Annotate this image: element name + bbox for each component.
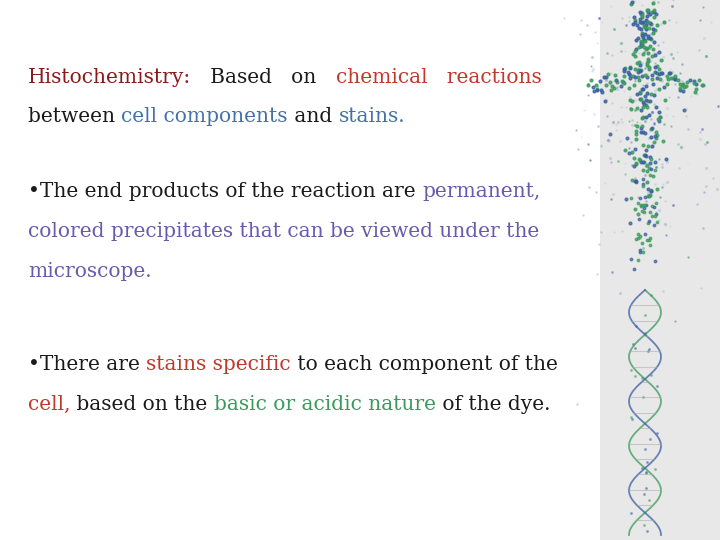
- Text: •There are: •There are: [28, 355, 146, 374]
- Text: microscope.: microscope.: [28, 262, 152, 281]
- Text: of the dye.: of the dye.: [436, 395, 551, 414]
- Text: to each component of the: to each component of the: [291, 355, 558, 374]
- Text: colored precipitates that can be viewed under the: colored precipitates that can be viewed …: [28, 222, 539, 241]
- Text: cell components: cell components: [122, 107, 288, 126]
- Text: between: between: [28, 107, 122, 126]
- Text: Histochemistry:: Histochemistry:: [28, 68, 192, 87]
- Text: Based   on: Based on: [192, 68, 336, 87]
- Text: based on the: based on the: [71, 395, 214, 414]
- Text: cell,: cell,: [28, 395, 71, 414]
- Bar: [600, 0, 720, 540]
- Text: basic or acidic nature: basic or acidic nature: [214, 395, 436, 414]
- Text: •The end products of the reaction are: •The end products of the reaction are: [28, 182, 422, 201]
- Text: permanent,: permanent,: [422, 182, 540, 201]
- Text: and: and: [288, 107, 338, 126]
- Text: stains.: stains.: [338, 107, 405, 126]
- Text: chemical   reactions: chemical reactions: [336, 68, 541, 87]
- Text: stains specific: stains specific: [146, 355, 291, 374]
